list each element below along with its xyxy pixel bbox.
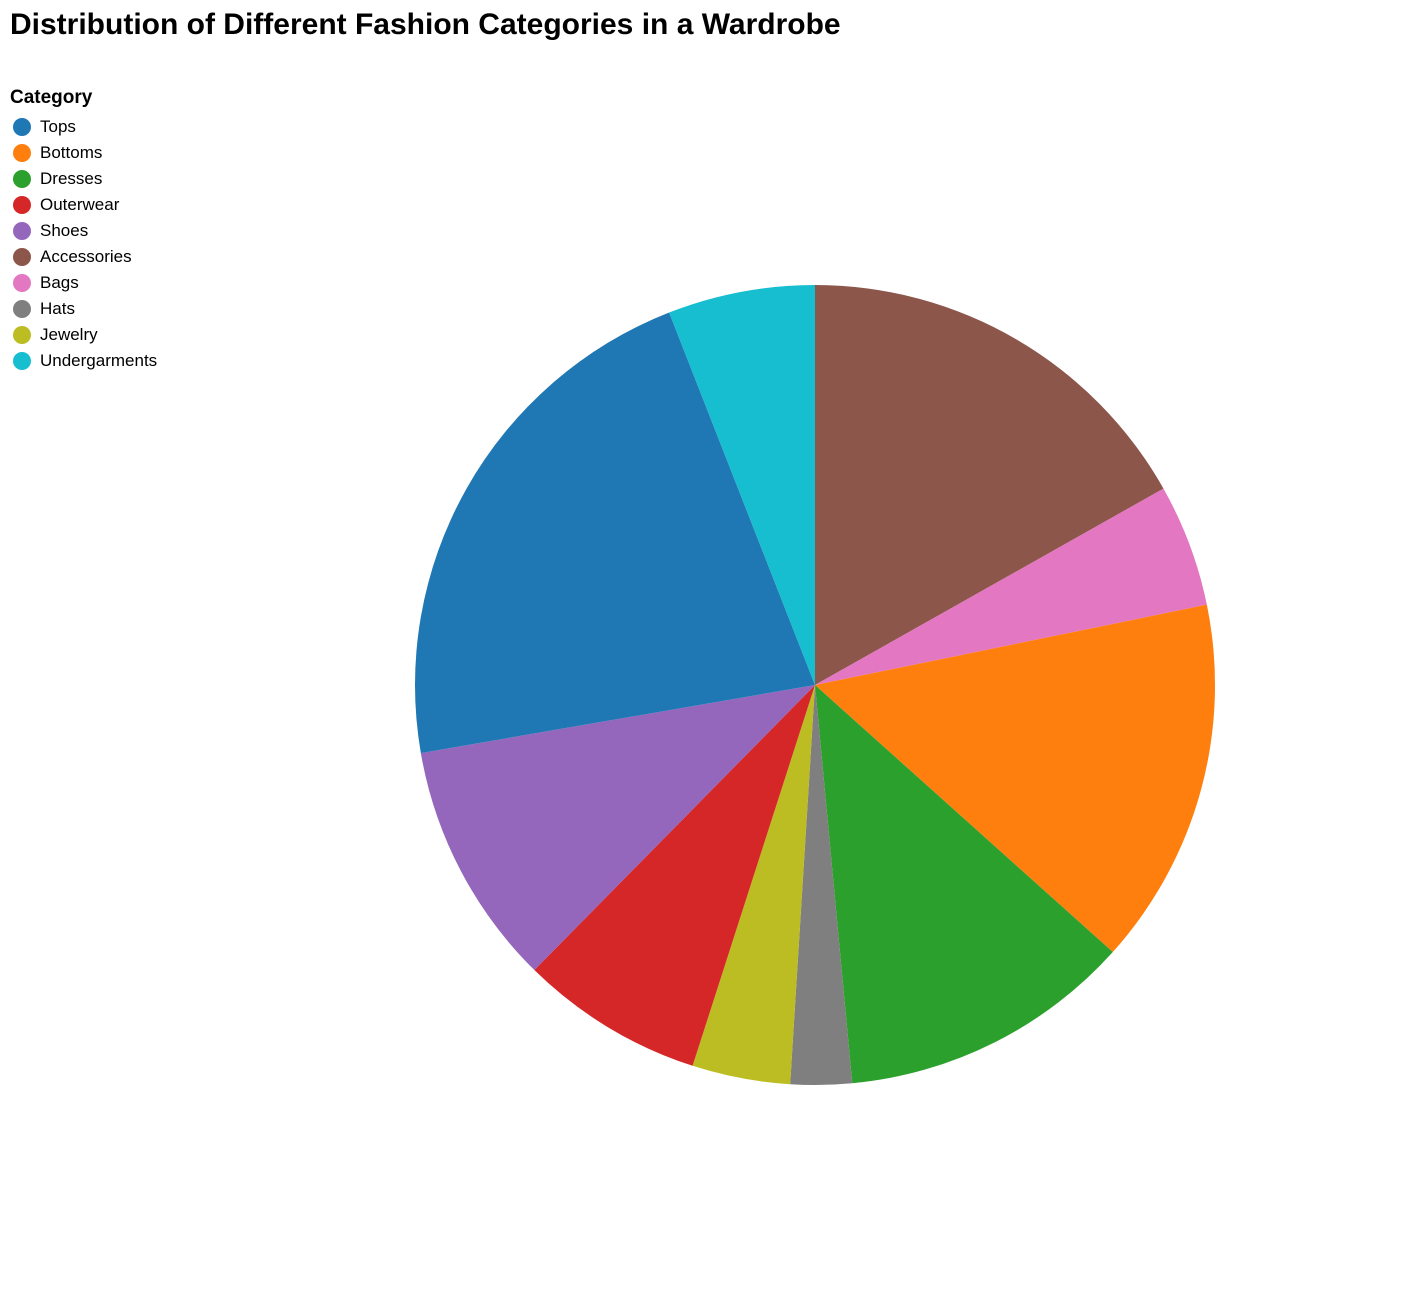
- legend-item: Bottoms: [10, 140, 157, 166]
- legend-label: Undergarments: [40, 351, 158, 370]
- legend-swatch: [13, 196, 31, 214]
- pie-slice-accessories: [815, 285, 1164, 685]
- legend-swatch: [13, 118, 31, 136]
- legend-swatch: [13, 352, 31, 370]
- pie-slice-bottoms: [815, 604, 1215, 953]
- legend-label: Tops: [40, 117, 76, 136]
- legend-swatch: [13, 300, 31, 318]
- legend-label: Accessories: [40, 247, 132, 266]
- legend-label: Hats: [40, 299, 75, 318]
- legend-item: Hats: [10, 296, 157, 322]
- pie-slice-jewelry: [692, 685, 815, 1085]
- pie-slice-shoes: [420, 685, 815, 971]
- pie-slice-tops: [414, 312, 815, 754]
- legend-item: Jewelry: [10, 322, 157, 348]
- legend-swatch: [13, 248, 31, 266]
- pie-slice-undergarments: [669, 285, 815, 685]
- legend-item: Undergarments: [10, 348, 157, 374]
- legend-label: Bags: [40, 273, 79, 292]
- legend-label: Outerwear: [40, 195, 120, 214]
- pie-slice-bags: [815, 488, 1207, 685]
- pie-slice-outerwear: [534, 685, 815, 1066]
- legend-items: Tops Bottoms Dresses Outerwear Shoes Accessor…: [10, 114, 157, 374]
- pie-slice-dresses: [815, 685, 1113, 1084]
- legend-item: Outerwear: [10, 192, 157, 218]
- legend: Category Tops Bottoms Dresses Outerwear Shoe…: [10, 86, 157, 374]
- legend-item: Tops: [10, 114, 157, 140]
- legend-swatch: [13, 170, 31, 188]
- legend-swatch: [13, 274, 31, 292]
- pie-slice-hats: [790, 685, 853, 1086]
- legend-label: Jewelry: [40, 325, 98, 344]
- legend-item: Shoes: [10, 218, 157, 244]
- legend-item: Bags: [10, 270, 157, 296]
- legend-swatch: [13, 326, 31, 344]
- legend-label: Shoes: [40, 221, 89, 240]
- legend-swatch: [13, 144, 31, 162]
- chart-title: Distribution of Different Fashion Catego…: [10, 8, 841, 41]
- legend-label: Dresses: [40, 169, 103, 188]
- legend-title: Category: [10, 87, 93, 108]
- legend-label: Bottoms: [40, 143, 103, 162]
- legend-item: Dresses: [10, 166, 157, 192]
- legend-swatch: [13, 222, 31, 240]
- legend-item: Accessories: [10, 244, 157, 270]
